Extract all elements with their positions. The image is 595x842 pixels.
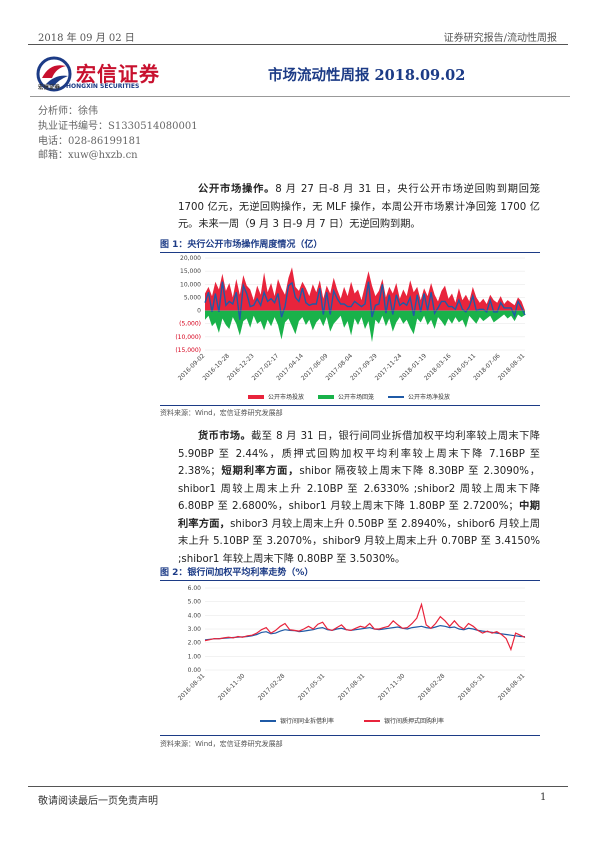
figure2-legend: 银行间同业拆借利率 银行间质押式回购利率 [260,716,444,725]
analyst-phone: 电话：028-86199181 [38,136,142,147]
y-tick-label: 6.00 [188,585,202,592]
series-net-line [204,281,526,320]
x-tick-label: 2017-02-28 [257,672,287,702]
y-tick-label: (10,000) [175,334,201,341]
series-interbank-line [204,624,526,641]
x-tick-label: 2017-05-31 [297,672,327,702]
x-tick-label: 2017-11-30 [377,672,407,702]
para1-text: 8 月 27 日-8 月 31 日，央行公开市场逆回购到期回笼 1700 亿元，… [178,184,540,230]
figure1-source: 资料来源：Wind，宏信证券研究发展部 [160,409,283,417]
x-tick-label: 2017-08-31 [337,672,367,702]
logo-name-cn: 宏信证券 [76,62,160,86]
y-tick-label: 2.00 [188,640,202,647]
para2-text3: shibor3 月较上周末上升 0.50BP 至 2.8940%，shibor6… [178,518,541,565]
legend-swatch-net [388,395,405,398]
y-tick-label: 20,000 [180,255,201,262]
y-tick-label: 15,000 [180,268,201,275]
y-tick-label: 0.00 [188,667,202,674]
para2-text1: 截至 8 月 31 日，银行间同业拆借加权平均利率较上周末下降 5.90BP 至… [178,431,540,477]
legend-swatch-inject [248,394,264,399]
series-inject-area [205,267,525,311]
report-title: 市场流动性周报 2018.09.02 [268,67,466,84]
legend-swatch-repo [364,719,381,722]
legend-label-withdraw: 公开市场回笼 [338,394,375,401]
y-tick-label: 3.00 [188,626,202,633]
y-tick-label: 5,000 [184,294,201,301]
para1-heading: 公开市场操作。 [198,184,276,195]
report-category: 证券研究报告/流动性周报 [443,33,557,44]
company-logo: 宏信证券 宏信证券 HONGXIN SECURITIES [36,56,166,96]
figure2-title: 图 2：银行间加权平均利率走势（%） [160,568,314,578]
paragraph-open-market: 公开市场操作。8 月 27 日-8 月 31 日，央行公开市场逆回购到期回笼 1… [178,181,540,234]
figure2-source: 资料来源：Wind，宏信证券研究发展部 [160,740,283,748]
y-tick-label: 1.00 [188,653,202,660]
y-tick-label: 5.00 [188,599,202,606]
y-tick-label: 4.00 [188,612,202,619]
analyst-email: 邮箱：xuw@hxzb.cn [38,150,138,161]
header-rule [28,44,568,45]
para2-heading3: 中期利率方面， [178,501,540,530]
analyst-rule [30,96,570,97]
y-tick-label: (5,000) [179,321,201,328]
logo-name-small: 宏信证券 [38,85,61,91]
logo-mark-icon [36,56,72,92]
x-tick-label: 2018-08-31 [497,672,527,702]
analyst-cert: 执业证书编号：S1330514080001 [38,121,198,132]
legend-label-net: 公开市场净投放 [408,394,451,401]
legend-label-inject: 公开市场投放 [268,394,305,401]
analyst-name: 分析师：徐伟 [38,106,98,117]
figure2-rule [160,580,540,581]
x-tick-label: 2016-08-31 [177,672,207,702]
figure1-bottom-rule [160,405,540,406]
paragraph-money-market: 货币市场。截至 8 月 31 日，银行间同业拆借加权平均利率较上周末下降 5.9… [178,428,540,568]
figure1-rule [160,252,540,253]
page-number: 1 [540,792,547,803]
figure1-legend: 公开市场投放 公开市场回笼 公开市场净投放 [248,392,450,401]
legend-swatch-interbank [260,719,276,722]
para2-text2: shibor 隔夜较上周末下降 8.30BP 至 2.3090%，shibor1… [178,466,541,512]
x-tick-label: 2018-08-31 [497,352,527,382]
figure2-bottom-rule [160,735,540,736]
series-withdraw-area [205,310,525,343]
footer-disclaimer: 敬请阅读最后一页免责声明 [38,796,158,807]
legend-label-repo: 银行间质押式回购利率 [384,718,445,725]
x-tick-label: 2018-02-28 [417,672,447,702]
y-tick-label: 0 [197,308,201,315]
y-tick-label: (15,000) [175,347,201,354]
series-repo-line [204,602,526,652]
report-date: 2018 年 09 月 02 日 [38,33,135,44]
x-tick-label: 2016-11-30 [217,672,247,702]
figure1-title: 图 1：央行公开市场操作周度情况（亿） [160,240,323,250]
legend-swatch-withdraw [318,394,335,399]
figure1-chart: 20,000 15,000 10,000 5,000 0 (5,000) (10,000) (… [175,255,527,382]
logo-name-en: HONGXIN SECURITIES [66,83,140,90]
x-tick-label: 2018-05-31 [457,672,487,702]
footer-rule [28,786,568,787]
y-tick-label: 10,000 [180,281,201,288]
para2-heading1: 货币市场。 [198,431,252,442]
para2-heading2: 短期利率方面， [220,466,300,477]
legend-label-interbank: 银行间同业拆借利率 [280,718,335,725]
